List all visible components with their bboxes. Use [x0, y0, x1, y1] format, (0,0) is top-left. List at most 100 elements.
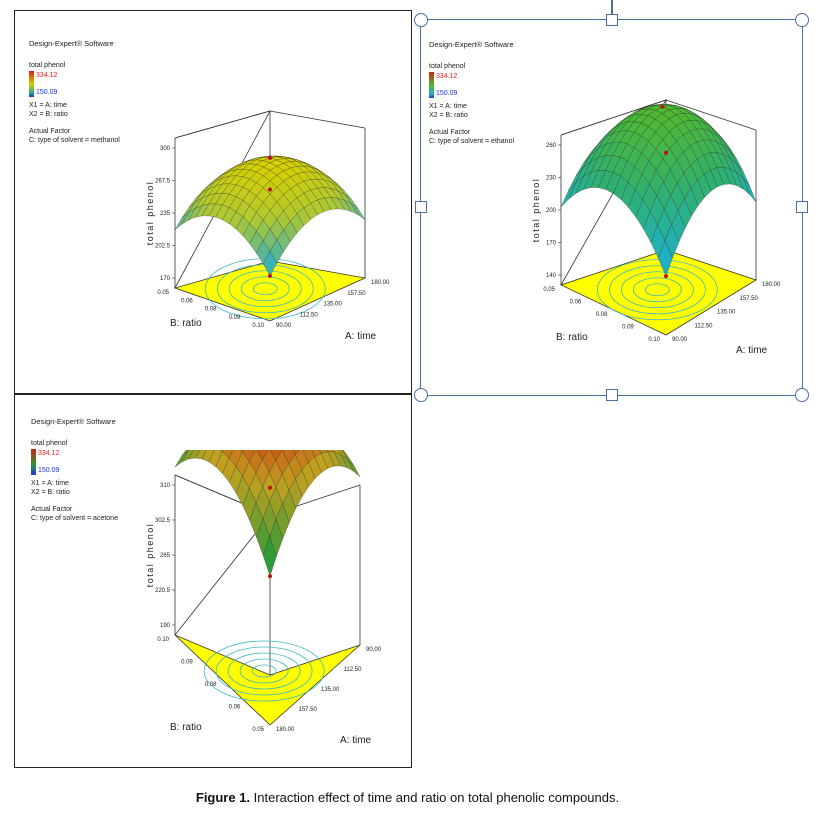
caption-text: Interaction effect of time and ratio on …: [250, 790, 620, 805]
contour-line: [632, 277, 682, 303]
rotation-handle-line: [611, 0, 613, 18]
contour-floor: [173, 260, 367, 322]
contour-line: [251, 664, 277, 678]
y-tick-label: 0.10: [648, 337, 660, 343]
x-tick-label: 112.50: [300, 312, 319, 318]
x-axis-title: A: time: [345, 331, 377, 342]
z-tick-label: 267.5: [155, 179, 171, 185]
contour-line: [644, 283, 670, 297]
legend-color-bar: [31, 449, 36, 475]
factor-value: C: type of solvent = ethanol: [429, 138, 515, 145]
y-tick-label: 0.08: [205, 307, 217, 313]
z-tick-label: 235: [160, 211, 171, 217]
contour-line: [227, 652, 301, 690]
z-tick-label: 302.5: [155, 518, 171, 524]
chart-panel-ethanol[interactable]: Design-Expert® Software total phenol 334…: [420, 19, 803, 396]
z-tick-label: 310: [160, 483, 171, 489]
y-tick-label: 0.09: [181, 660, 193, 666]
figure-caption: Figure 1. Interaction effect of time and…: [0, 790, 815, 805]
legend-low-value: 150.09: [38, 467, 60, 474]
z-axis-title: total phenol: [145, 523, 155, 588]
z-tick-label: 220.5: [155, 588, 171, 594]
x-tick-label: 90.00: [366, 647, 382, 653]
z-axis-title: total phenol: [531, 178, 541, 243]
x2-label: X2 = B: ratio: [429, 112, 468, 119]
y-tick-label: 0.08: [596, 312, 608, 318]
caption-label: Figure 1.: [195, 790, 251, 805]
y-tick-label: 0.06: [229, 705, 241, 711]
x1-label: X1 = A: time: [31, 480, 69, 487]
axis-frame-top-edge-right: [665, 99, 757, 131]
actual-factor-label: Actual Factor: [29, 128, 71, 135]
resize-handle-bottom[interactable]: [606, 389, 618, 401]
x-tick-label: 135.00: [321, 687, 340, 693]
design-point: [268, 155, 272, 160]
chart-panel-methanol[interactable]: Design-Expert® Software total phenol 334…: [14, 10, 412, 394]
chart-panel-acetone[interactable]: Design-Expert® Software total phenol 334…: [14, 394, 412, 768]
x-tick-label: 180.00: [762, 282, 781, 288]
chart-info: Design-Expert® Software total phenol 334…: [31, 417, 118, 523]
y-tick-label: 0.05: [543, 287, 555, 293]
y-tick-label: 0.05: [157, 290, 169, 296]
z-tick-label: 202.5: [155, 244, 171, 250]
contour-line: [203, 640, 325, 702]
resize-handle-bottom-left[interactable]: [414, 388, 428, 402]
contour-line: [620, 271, 694, 309]
x-tick-label: 157.50: [299, 707, 318, 713]
x1-label: X1 = A: time: [29, 102, 67, 109]
surface-plot-ethanol: 140 170 200 230 260 total phenol 0.05 0.06 0.08 0…: [531, 99, 781, 356]
actual-factor-label: Actual Factor: [429, 129, 471, 136]
resize-handle-left[interactable]: [415, 201, 427, 213]
legend-title: total phenol: [31, 440, 68, 447]
design-point: [660, 104, 665, 109]
contour-floor: [174, 634, 361, 726]
z-tick-label: 140: [546, 273, 557, 279]
x-tick-label: 90.00: [672, 337, 688, 343]
y-tick-label: 0.10: [252, 323, 264, 329]
y-tick-label: 0.10: [157, 637, 169, 643]
legend-color-bar: [29, 71, 34, 97]
resize-handle-bottom-right[interactable]: [795, 388, 809, 402]
z-tick-label: 200: [546, 208, 557, 214]
legend-high-value: 334.12: [38, 450, 60, 457]
design-point: [664, 150, 668, 155]
chart-info: Design-Expert® Software total phenol 334…: [29, 39, 120, 145]
legend-title: total phenol: [429, 63, 466, 70]
z-tick-label: 230: [546, 176, 557, 182]
y-tick-label: 0.05: [252, 727, 264, 733]
design-point: [268, 187, 272, 192]
z-tick-label: 170: [546, 241, 557, 247]
z-axis-title: total phenol: [145, 181, 155, 246]
legend-low-value: 150.09: [36, 89, 58, 96]
axis-frame-top-edge-right: [269, 110, 366, 129]
y-tick-label: 0.06: [570, 300, 582, 306]
surface-cell: [342, 450, 348, 456]
resize-handle-top-right[interactable]: [795, 13, 809, 27]
resize-handle-top[interactable]: [606, 14, 618, 26]
x2-label: X2 = B: ratio: [31, 489, 70, 496]
z-tick-label: 265: [160, 553, 171, 559]
y-tick-label: 0.09: [622, 325, 634, 331]
design-point: [664, 274, 668, 279]
software-label: Design-Expert® Software: [429, 40, 514, 49]
factor-value: C: type of solvent = acetone: [31, 515, 118, 522]
x-tick-label: 157.50: [347, 291, 366, 297]
y-tick-label: 0.09: [229, 315, 241, 321]
x-tick-label: 90.00: [276, 323, 292, 329]
color-legend: 334.12 150.09: [429, 72, 514, 98]
color-legend: 334.12 150.09: [29, 71, 120, 97]
y-tick-label: 0.08: [205, 682, 217, 688]
contour-line: [215, 646, 313, 696]
resize-handle-top-left[interactable]: [414, 13, 428, 27]
x-tick-label: 112.50: [344, 667, 363, 673]
software-label: Design-Expert® Software: [31, 417, 116, 426]
y-axis-title: B: ratio: [556, 332, 588, 343]
resize-handle-right[interactable]: [796, 201, 808, 213]
contour-line: [252, 282, 278, 296]
contour-line: [228, 270, 302, 308]
actual-factor-label: Actual Factor: [31, 506, 73, 513]
x-axis-title: A: time: [340, 735, 372, 746]
axis-frame-top-edge-left: [560, 99, 667, 136]
design-point: [268, 273, 272, 278]
legend-low-value: 150.09: [436, 90, 458, 97]
